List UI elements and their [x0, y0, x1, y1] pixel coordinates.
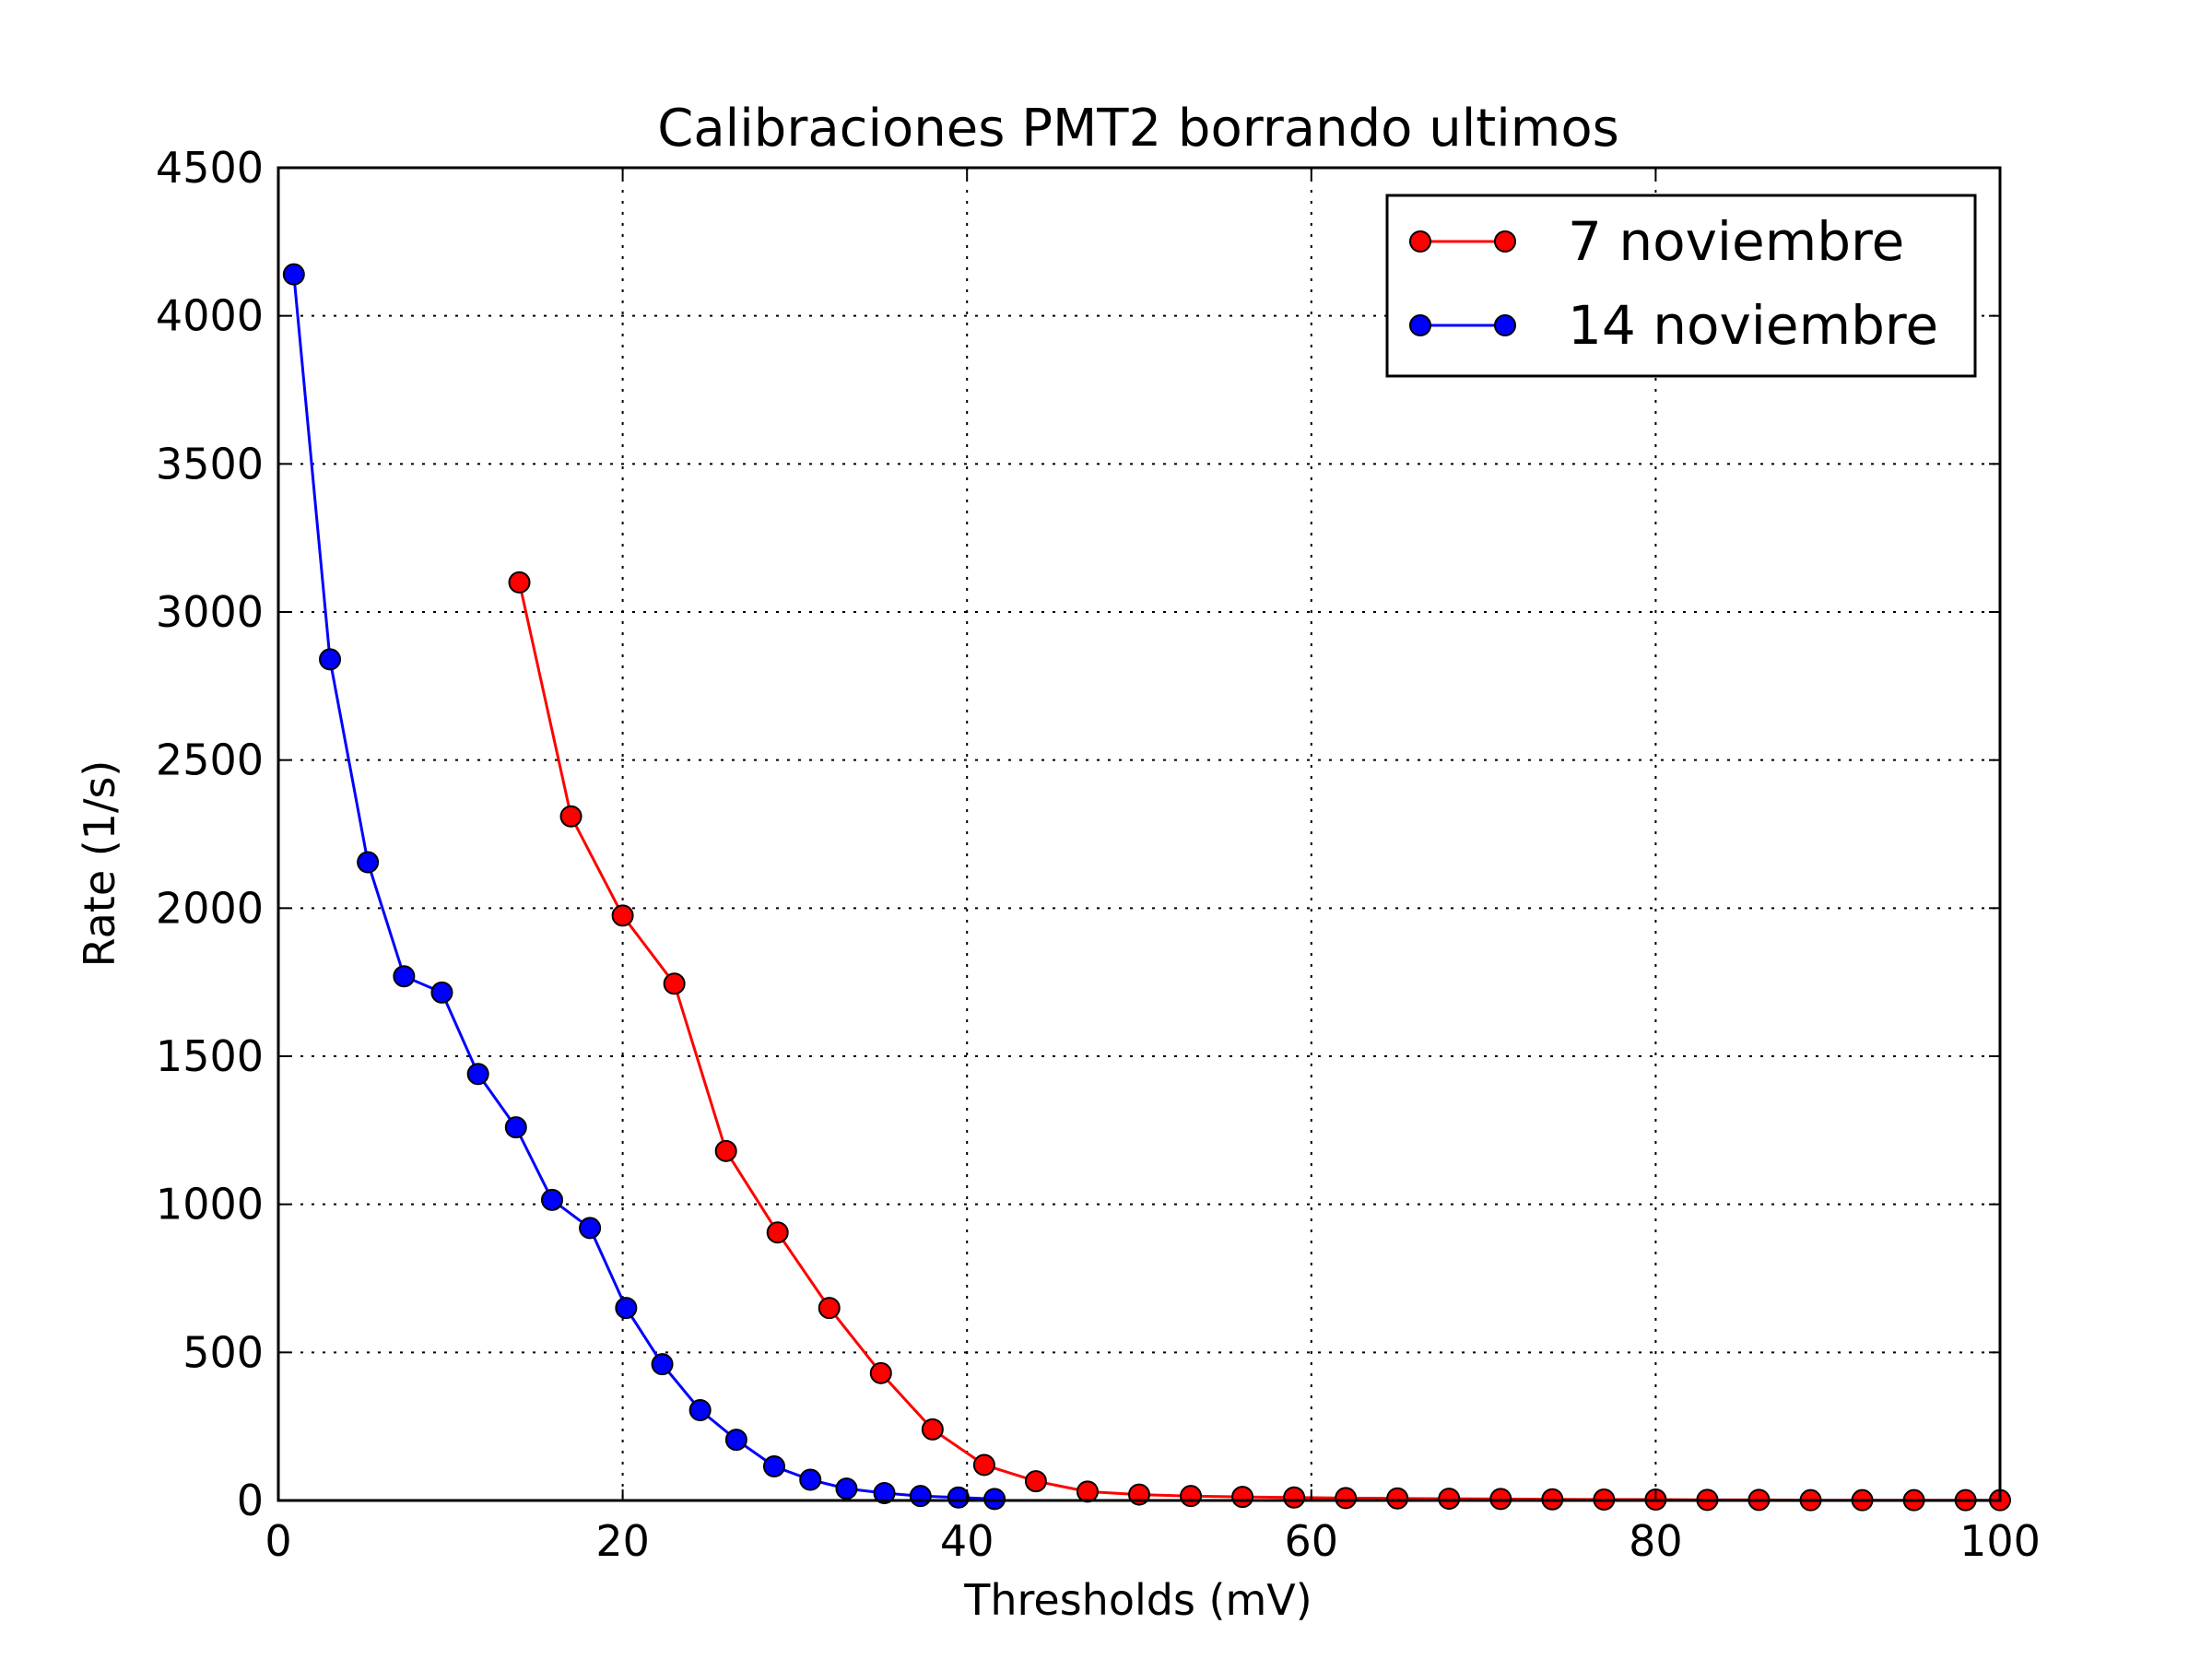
data-point — [393, 965, 416, 988]
data-point — [1283, 1486, 1306, 1509]
x-tick-label: 60 — [1285, 1516, 1339, 1566]
series-layer — [282, 263, 2011, 1512]
x-tick-label: 100 — [1959, 1516, 2041, 1566]
chart-title: Calibraciones PMT2 borrando ultimos — [657, 99, 1619, 159]
data-point — [983, 1488, 1006, 1511]
data-point — [714, 1139, 737, 1162]
y-tick-label: 500 — [182, 1327, 264, 1377]
data-point — [430, 981, 453, 1004]
x-tick-label: 0 — [265, 1516, 291, 1566]
legend-marker — [1494, 314, 1516, 336]
data-point — [724, 1429, 747, 1452]
legend-item: 14 noviembre — [1409, 294, 1938, 357]
data-point — [766, 1221, 789, 1244]
data-point — [651, 1353, 674, 1376]
data-point — [1386, 1487, 1409, 1510]
data-point — [508, 571, 531, 594]
data-point — [818, 1297, 841, 1320]
x-tick-label: 20 — [595, 1516, 650, 1566]
data-point — [688, 1398, 712, 1421]
data-point — [799, 1468, 822, 1491]
label-layer: 0 20 40 60 80 1000500100015002000250030003500… — [156, 143, 2041, 1566]
y-tick-label: 1000 — [156, 1180, 264, 1230]
grid — [278, 168, 2000, 1500]
data-point — [282, 263, 305, 286]
data-point — [1231, 1486, 1254, 1509]
data-point — [873, 1481, 896, 1504]
data-point — [504, 1116, 527, 1139]
y-tick-label: 2500 — [156, 735, 264, 785]
y-tick-label: 4500 — [156, 143, 264, 193]
plot-frame — [276, 166, 2002, 1502]
data-point — [762, 1455, 785, 1478]
series-1 — [282, 263, 1006, 1511]
data-point — [319, 648, 342, 671]
y-tick-label: 3500 — [156, 439, 264, 488]
data-point — [357, 851, 380, 874]
data-point — [947, 1486, 970, 1509]
y-axis-label: Rate (1/s) — [75, 760, 124, 968]
data-point — [1180, 1485, 1203, 1508]
y-tick-label: 1500 — [156, 1031, 264, 1081]
data-point — [579, 1217, 602, 1240]
tick-layer — [277, 167, 2001, 1501]
legend-item: 7 noviembre — [1409, 210, 1904, 273]
data-point — [835, 1477, 858, 1500]
y-tick-label: 2000 — [156, 883, 264, 933]
data-point — [611, 904, 634, 927]
data-point — [921, 1418, 944, 1441]
data-point — [541, 1188, 564, 1211]
data-point — [663, 972, 686, 995]
y-tick-label: 4000 — [156, 291, 264, 341]
legend-marker — [1409, 314, 1431, 336]
y-tick-label: 3000 — [156, 587, 264, 637]
legend-label: 7 noviembre — [1568, 210, 1904, 273]
legend: 7 noviembre 14 noviembre — [1385, 194, 1977, 378]
data-point — [1335, 1487, 1358, 1510]
legend-marker — [1409, 230, 1431, 253]
data-point — [909, 1485, 932, 1508]
data-point — [615, 1297, 638, 1320]
legend-marker — [1494, 230, 1516, 253]
x-tick-label: 40 — [940, 1516, 994, 1566]
data-point — [1438, 1488, 1461, 1511]
data-point — [1024, 1470, 1047, 1493]
legend-label: 14 noviembre — [1568, 294, 1938, 357]
x-tick-label: 80 — [1629, 1516, 1683, 1566]
data-point — [1489, 1488, 1512, 1511]
y-tick-label: 0 — [237, 1476, 264, 1525]
data-point — [466, 1063, 489, 1086]
data-point — [972, 1453, 995, 1477]
data-point — [869, 1361, 892, 1384]
data-point — [559, 805, 582, 828]
data-point — [1076, 1480, 1099, 1503]
legend-box — [1385, 194, 1977, 378]
x-axis-label: Thresholds (mV) — [963, 1575, 1312, 1625]
